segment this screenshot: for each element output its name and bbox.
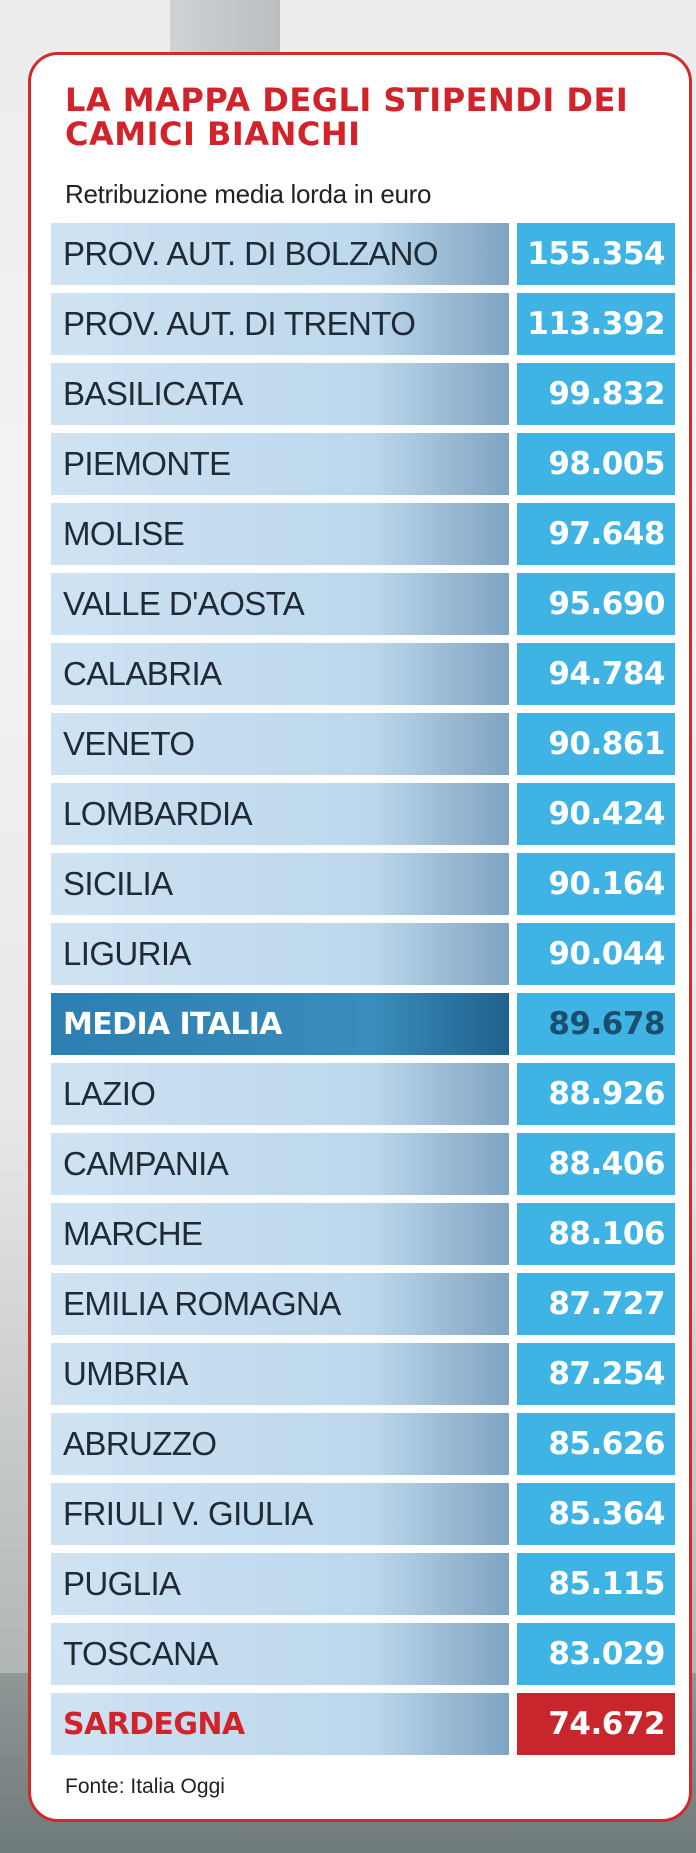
salary-value: 74.672 (517, 1693, 675, 1755)
region-name: ABRUZZO (51, 1413, 509, 1475)
row-gap (509, 783, 517, 845)
region-name: MEDIA ITALIA (51, 993, 509, 1055)
row-gap (509, 643, 517, 705)
salary-value: 87.254 (517, 1343, 675, 1405)
region-name: FRIULI V. GIULIA (51, 1483, 509, 1545)
region-name: TOSCANA (51, 1623, 509, 1685)
row-gap (509, 923, 517, 985)
region-name: VALLE D'AOSTA (51, 573, 509, 635)
row-gap (509, 1693, 517, 1755)
table-row: LIGURIA 90.044 (51, 923, 675, 985)
table-row: BASILICATA 99.832 (51, 363, 675, 425)
salary-value: 99.832 (517, 363, 675, 425)
salary-value: 94.784 (517, 643, 675, 705)
row-gap (509, 853, 517, 915)
table-row: EMILIA ROMAGNA 87.727 (51, 1273, 675, 1335)
table-row: UMBRIA 87.254 (51, 1343, 675, 1405)
salary-value: 90.424 (517, 783, 675, 845)
row-gap (509, 363, 517, 425)
salary-value: 83.029 (517, 1623, 675, 1685)
region-name: SARDEGNA (51, 1693, 509, 1755)
source-note: Fonte: Italia Oggi (65, 1775, 225, 1798)
region-name: CALABRIA (51, 643, 509, 705)
row-gap (509, 1133, 517, 1195)
table-row: FRIULI V. GIULIA 85.364 (51, 1483, 675, 1545)
row-gap (509, 503, 517, 565)
salary-value: 113.392 (517, 293, 675, 355)
region-name: EMILIA ROMAGNA (51, 1273, 509, 1335)
region-name: MOLISE (51, 503, 509, 565)
salary-value: 89.678 (517, 993, 675, 1055)
salary-value: 88.106 (517, 1203, 675, 1265)
row-gap (509, 1553, 517, 1615)
salary-value: 95.690 (517, 573, 675, 635)
salary-value: 88.406 (517, 1133, 675, 1195)
region-name: MARCHE (51, 1203, 509, 1265)
region-name: SICILIA (51, 853, 509, 915)
table-row: MOLISE 97.648 (51, 503, 675, 565)
salary-value: 97.648 (517, 503, 675, 565)
region-name: VENETO (51, 713, 509, 775)
row-gap (509, 1273, 517, 1335)
region-name: LAZIO (51, 1063, 509, 1125)
table-row: SARDEGNA 74.672 (51, 1693, 675, 1755)
salary-value: 90.044 (517, 923, 675, 985)
row-gap (509, 1063, 517, 1125)
table-row: VALLE D'AOSTA 95.690 (51, 573, 675, 635)
salary-value: 90.861 (517, 713, 675, 775)
row-gap (509, 1413, 517, 1475)
region-name: BASILICATA (51, 363, 509, 425)
row-gap (509, 293, 517, 355)
table-row: LOMBARDIA 90.424 (51, 783, 675, 845)
table-row: PROV. AUT. DI BOLZANO 155.354 (51, 223, 675, 285)
salary-table: PROV. AUT. DI BOLZANO 155.354 PROV. AUT. D… (51, 223, 675, 1763)
salary-value: 85.364 (517, 1483, 675, 1545)
table-row: CALABRIA 94.784 (51, 643, 675, 705)
salary-value: 98.005 (517, 433, 675, 495)
salary-value: 90.164 (517, 853, 675, 915)
table-row: PIEMONTE 98.005 (51, 433, 675, 495)
region-name: PROV. AUT. DI BOLZANO (51, 223, 509, 285)
table-row: ABRUZZO 85.626 (51, 1413, 675, 1475)
infographic-title: LA MAPPA DEGLI STIPENDI DEI CAMICI BIANC… (65, 81, 629, 153)
infographic-card: LA MAPPA DEGLI STIPENDI DEI CAMICI BIANC… (28, 52, 692, 1822)
row-gap (509, 433, 517, 495)
row-gap (509, 1483, 517, 1545)
region-name: PROV. AUT. DI TRENTO (51, 293, 509, 355)
background-pillar (170, 0, 280, 60)
row-gap (509, 573, 517, 635)
table-row: SICILIA 90.164 (51, 853, 675, 915)
salary-value: 85.626 (517, 1413, 675, 1475)
salary-value: 88.926 (517, 1063, 675, 1125)
region-name: UMBRIA (51, 1343, 509, 1405)
region-name: PUGLIA (51, 1553, 509, 1615)
table-row: CAMPANIA 88.406 (51, 1133, 675, 1195)
table-row: PUGLIA 85.115 (51, 1553, 675, 1615)
table-row: LAZIO 88.926 (51, 1063, 675, 1125)
region-name: LOMBARDIA (51, 783, 509, 845)
table-row: VENETO 90.861 (51, 713, 675, 775)
table-row: MARCHE 88.106 (51, 1203, 675, 1265)
salary-value: 85.115 (517, 1553, 675, 1615)
row-gap (509, 993, 517, 1055)
row-gap (509, 1623, 517, 1685)
salary-value: 87.727 (517, 1273, 675, 1335)
table-row: PROV. AUT. DI TRENTO 113.392 (51, 293, 675, 355)
row-gap (509, 713, 517, 775)
row-gap (509, 1343, 517, 1405)
region-name: LIGURIA (51, 923, 509, 985)
row-gap (509, 223, 517, 285)
salary-value: 155.354 (517, 223, 675, 285)
infographic-subtitle: Retribuzione media lorda in euro (65, 179, 432, 209)
row-gap (509, 1203, 517, 1265)
table-row: TOSCANA 83.029 (51, 1623, 675, 1685)
table-row: MEDIA ITALIA 89.678 (51, 993, 675, 1055)
region-name: CAMPANIA (51, 1133, 509, 1195)
region-name: PIEMONTE (51, 433, 509, 495)
